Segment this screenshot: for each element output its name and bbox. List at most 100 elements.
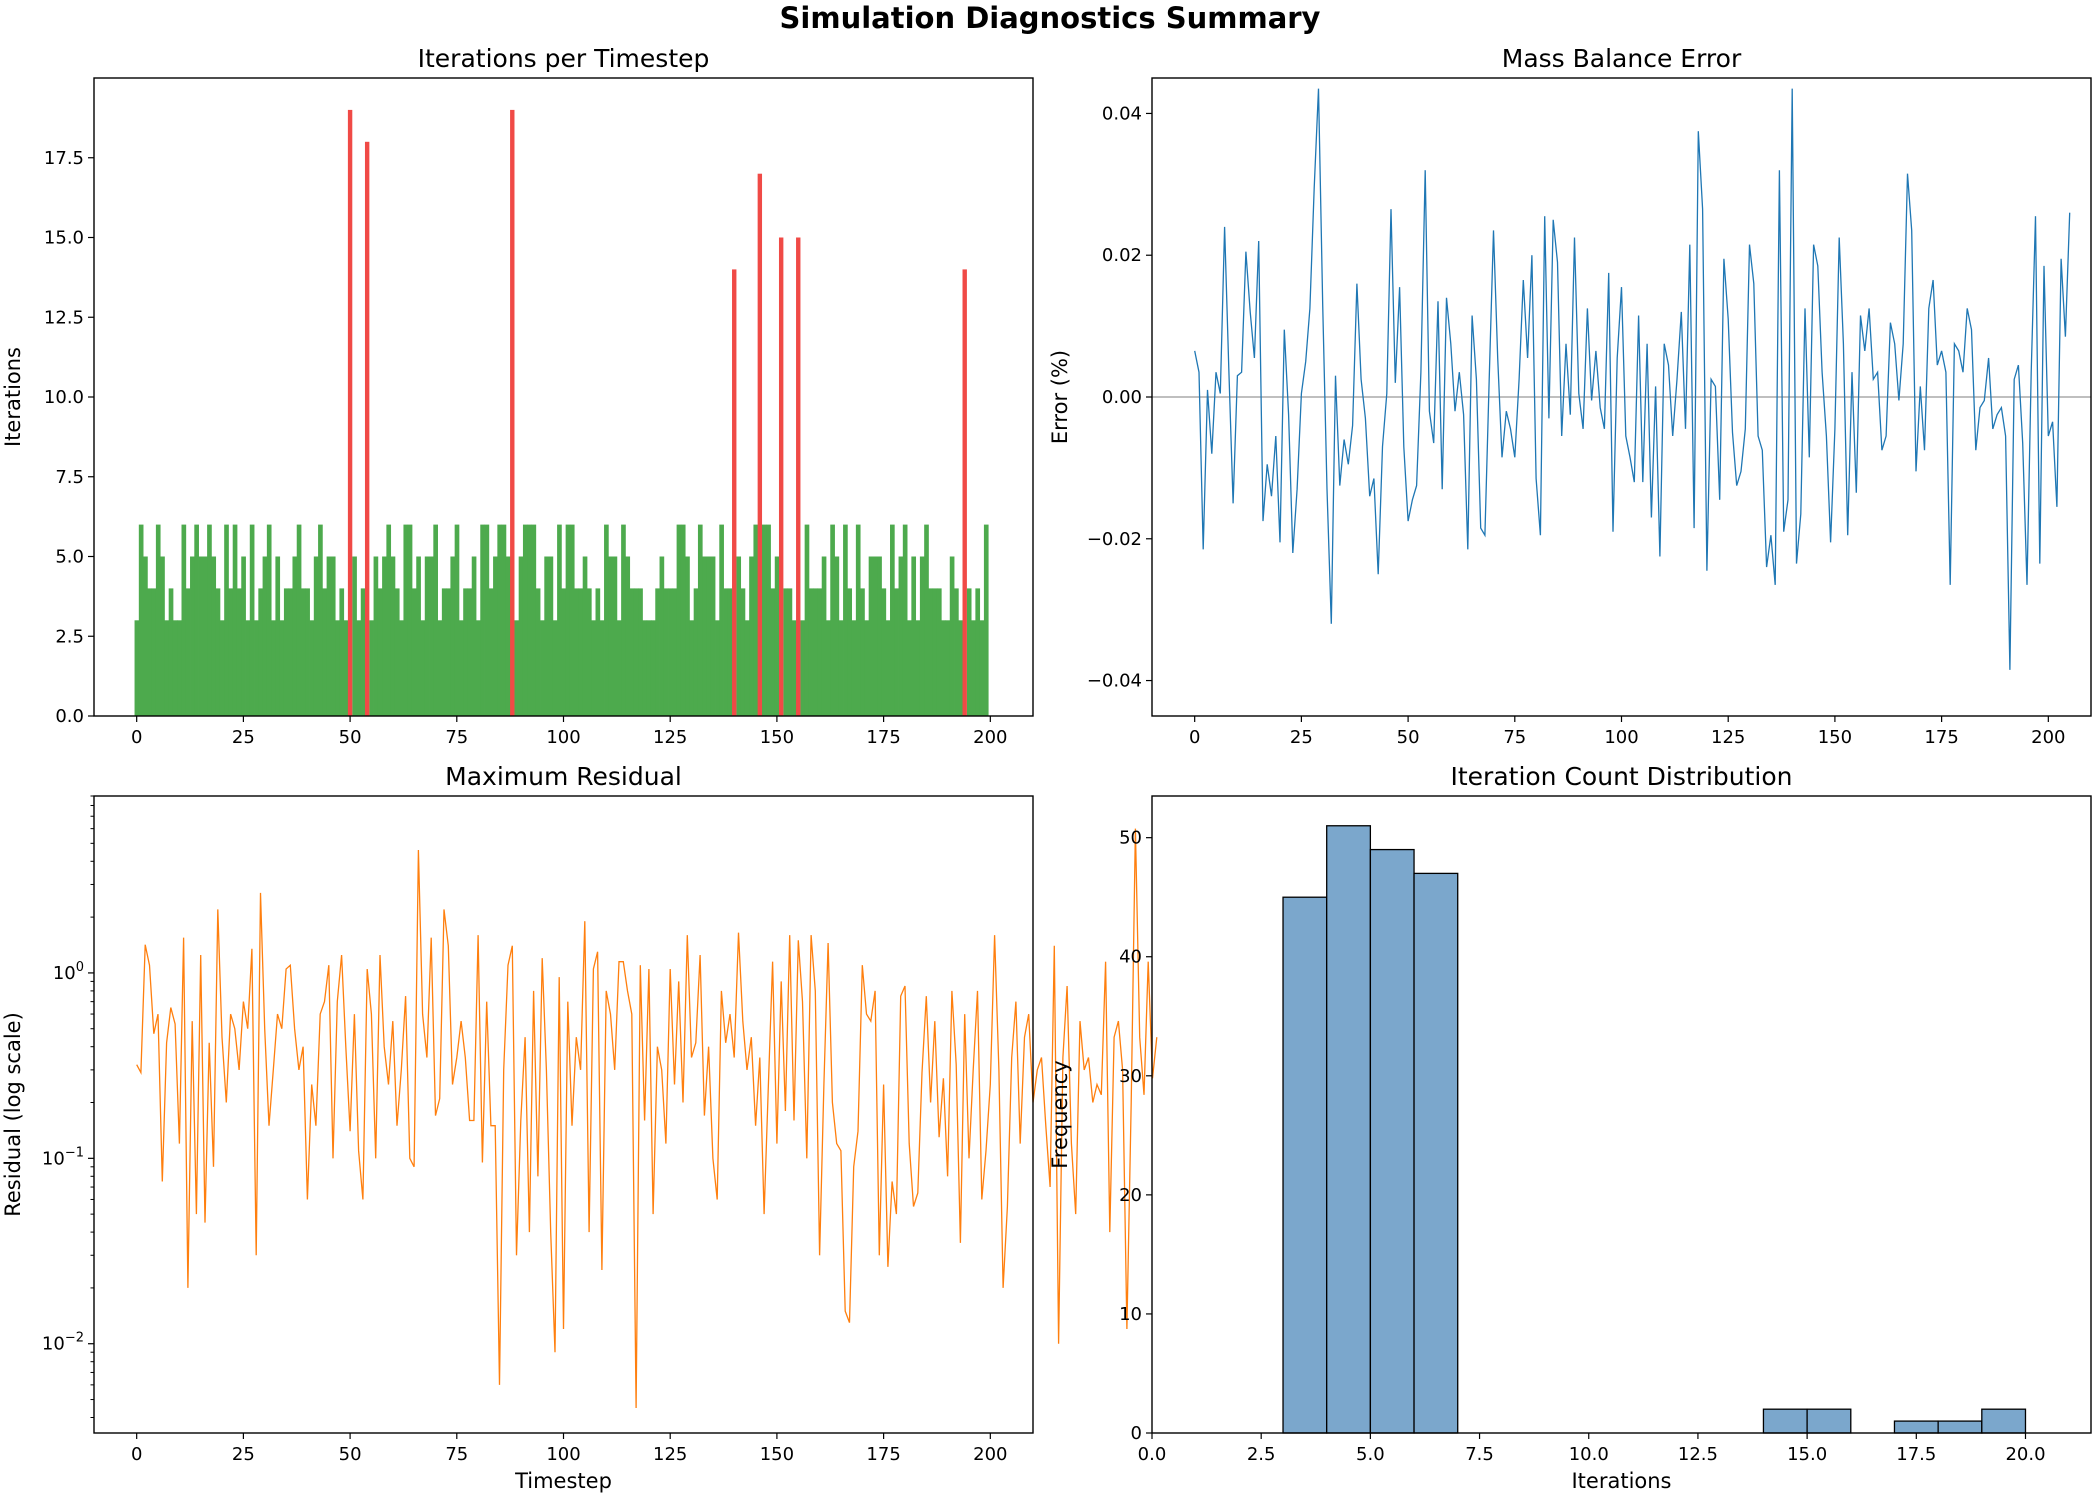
iteration-bar [552,620,558,716]
iteration-bar [249,524,255,716]
iteration-bar [450,556,456,716]
histogram-bin [1981,1408,2027,1434]
iteration-bar [740,588,746,716]
x-tick-label: 2.5 [1247,1444,1276,1465]
iteration-bar-exceeded [364,141,370,717]
iteration-bar [928,588,934,716]
iteration-bar [659,556,665,716]
iteration-bar [616,620,622,716]
iteration-bar-exceeded [732,269,737,716]
plot-frame [93,795,1034,1434]
iteration-bar [612,556,618,716]
iteration-bar [676,524,682,716]
iteration-bar [480,524,485,716]
histogram-bin [1326,825,1372,1434]
y-tick-exponent: −2 [65,1331,84,1346]
iteration-bar [147,588,153,716]
iteration-bar [544,556,549,716]
iteration-bar [958,620,963,716]
iteration-bar [288,588,293,716]
y-tick-label: −0.04 [1087,671,1142,692]
iteration-bar [907,620,912,716]
iteration-bar [160,556,165,716]
iteration-bar [326,556,332,716]
iteration-bar [437,620,443,716]
x-tick-label: 200 [973,1444,1007,1465]
x-tick-label: 75 [1503,727,1526,748]
iteration-bar [894,588,899,716]
iteration-bar [668,588,673,716]
panel-title: Maximum Residual [445,762,682,791]
x-tick-label: 0 [131,1444,142,1465]
iteration-bar [373,556,379,716]
iteration-bar [407,524,413,716]
y-tick-label: 50 [1119,828,1142,849]
x-tick-label: 12.5 [1678,1444,1718,1465]
iteration-bar [429,556,434,716]
iterations-per-timestep-panel: Iterations per Timestep 0 25 50 75 100 125 150 1… [1,44,1034,748]
x-tick-label: 0 [131,727,142,748]
iteration-bar [941,620,946,716]
y-tick-label: 0.00 [1102,387,1142,408]
iteration-bar [723,588,729,716]
iteration-bar [877,556,882,716]
iteration-bar [975,588,981,716]
x-tick-label: 75 [445,727,468,748]
iteration-bar [847,588,853,716]
iteration-bar [254,620,259,716]
iteration-bar [531,524,537,716]
iteration-bar [565,524,571,716]
iteration-bar [830,524,835,716]
iteration-bar [924,524,929,716]
iteration-bar [164,620,170,716]
iteration-bar [476,620,481,716]
iteration-bar [783,588,788,716]
iteration-bar [633,588,639,716]
iteration-bar [715,620,720,716]
y-tick-label: 0.04 [1102,103,1142,124]
y-tick-label: 7.5 [55,467,84,488]
iteration-bar [629,588,635,716]
y-tick-base: 10 [53,963,76,984]
iteration-bar [394,588,400,716]
iteration-bar-exceeded [796,237,801,716]
x-axis-label: Timestep [514,1469,612,1493]
iteration-bar-exceeded [347,109,353,716]
iteration-bar [446,588,451,716]
iteration-bar [493,556,498,716]
iteration-bar [198,556,204,716]
iteration-bar [497,524,503,716]
iteration-bar [791,620,797,716]
x-tick-label: 150 [1818,727,1852,748]
iteration-bar [808,588,814,716]
iteration-bar [719,524,724,716]
iteration-bar [548,556,554,716]
iteration-bar [535,588,541,716]
x-tick-label: 10.0 [1569,1444,1609,1465]
iteration-bar [936,588,942,716]
x-tick-label: 25 [1290,727,1313,748]
iteration-bar [911,556,917,716]
iteration-bar-exceeded [510,109,515,716]
y-tick-label: 100 [53,960,84,984]
iteration-bar [335,620,340,716]
iteration-bar [245,620,251,716]
iteration-bar [915,620,921,716]
y-tick-label: 40 [1119,947,1142,968]
iteration-bar [343,620,349,716]
iteration-bar [638,588,643,716]
y-tick-label: 17.5 [44,148,84,169]
iteration-bar [283,588,289,716]
iteration-bar [872,556,878,716]
y-tick-base: 10 [42,1334,65,1355]
x-tick-label: 100 [546,727,580,748]
iteration-bar [945,620,951,716]
iteration-bar-exceeded [962,269,967,716]
iteration-bar [134,620,140,716]
iteration-bar [736,556,742,716]
iteration-bar [207,524,212,716]
iteration-bar [309,620,315,716]
plot-frame [93,77,1034,717]
y-tick-label: −0.02 [1087,529,1142,550]
